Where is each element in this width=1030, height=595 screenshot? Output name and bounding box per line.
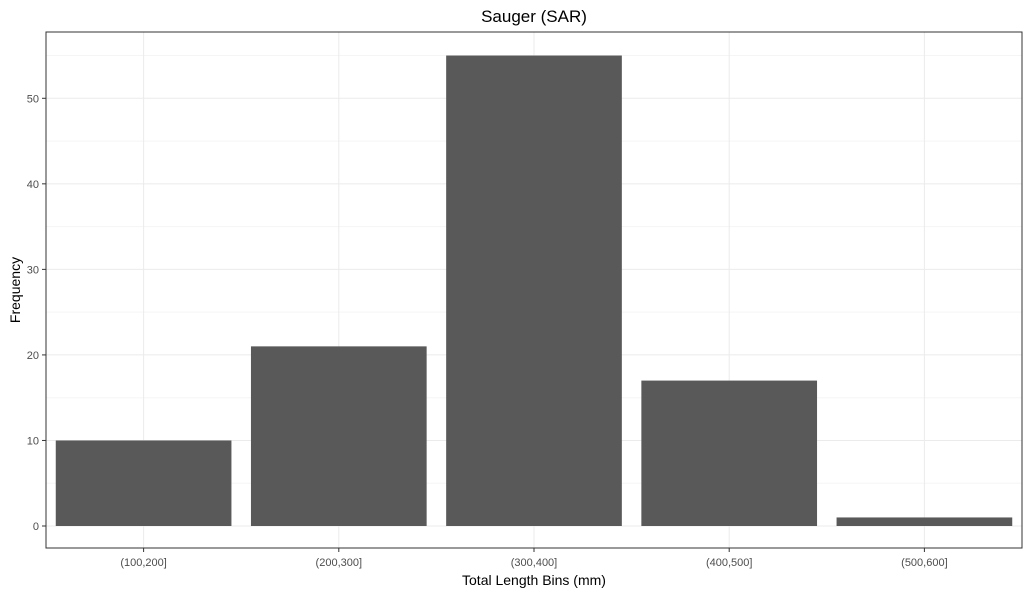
x-tick-label: (400,500] bbox=[706, 557, 752, 569]
y-axis-ticks: 0 10 20 30 40 50 bbox=[27, 93, 46, 533]
x-axis-ticks: (100,200] (200,300] (300,400] (400,500] (500… bbox=[120, 548, 948, 569]
y-tick-label: 40 bbox=[27, 179, 39, 191]
bar bbox=[55, 440, 232, 526]
x-axis-title: Total Length Bins (mm) bbox=[462, 572, 606, 588]
y-tick-label: 30 bbox=[27, 264, 39, 276]
x-tick-label: (300,400] bbox=[511, 557, 557, 569]
bar bbox=[641, 380, 818, 526]
x-tick-label: (200,300] bbox=[316, 557, 362, 569]
y-tick-label: 50 bbox=[27, 93, 39, 105]
x-tick-label: (100,200] bbox=[120, 557, 166, 569]
y-tick-label: 10 bbox=[27, 435, 39, 447]
bar bbox=[836, 517, 1013, 526]
x-tick-label: (500,600] bbox=[901, 557, 947, 569]
bar bbox=[250, 346, 427, 526]
bar bbox=[446, 55, 622, 527]
y-tick-label: 20 bbox=[27, 350, 39, 362]
y-axis-title: Frequency bbox=[7, 257, 23, 323]
chart-title: Sauger (SAR) bbox=[481, 7, 587, 26]
y-tick-label: 0 bbox=[33, 521, 39, 533]
bars bbox=[55, 55, 1013, 527]
